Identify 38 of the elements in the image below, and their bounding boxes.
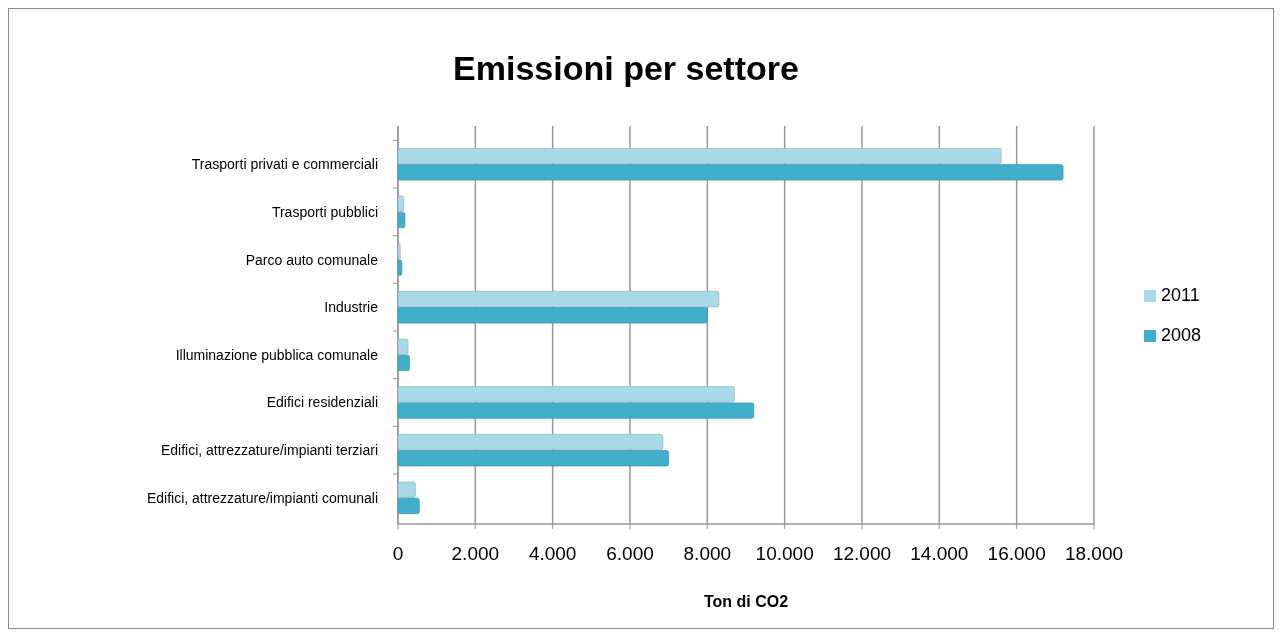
y-tick-label: Edifici, attrezzature/impianti terziari <box>160 442 378 459</box>
y-tick-label: Industrie <box>324 299 379 316</box>
legend-label: 2011 <box>1161 285 1200 305</box>
bar <box>397 195 405 212</box>
bar <box>397 291 720 308</box>
bar <box>397 386 735 403</box>
y-tick-label: Trasporti pubblici <box>271 203 378 220</box>
bar <box>397 259 403 276</box>
x-tick-label: 4.000 <box>528 543 577 564</box>
y-tick-label: Parco auto comunale <box>245 251 379 268</box>
x-tick-label: 8.000 <box>683 543 732 564</box>
y-tick-label: Illuminazione pubblica comunale <box>175 346 379 363</box>
bar <box>397 481 416 498</box>
x-tick-label: 2.000 <box>451 543 500 564</box>
bar <box>397 164 1064 181</box>
x-tick-label: 0 <box>392 543 404 564</box>
x-axis-title: Ton di CO2 <box>703 593 789 610</box>
y-tick-label: Edifici, attrezzature/impianti comunali <box>146 489 378 506</box>
x-tick-label: 12.000 <box>832 543 892 564</box>
bar <box>397 354 410 371</box>
bar <box>397 402 755 419</box>
x-tick-label: 18.000 <box>1064 543 1124 564</box>
y-tick-label: Edifici residenziali <box>266 394 378 411</box>
legend-label: 2008 <box>1161 325 1202 345</box>
bar <box>397 211 406 229</box>
bar <box>397 450 669 467</box>
x-tick-label: 16.000 <box>987 543 1046 564</box>
bar <box>397 307 708 324</box>
y-tick-label: Trasporti privati e commerciali <box>191 156 378 173</box>
bar <box>397 243 401 260</box>
bar <box>397 148 1002 165</box>
chart-title: Emissioni per settore <box>453 49 799 87</box>
x-tick-label: 10.000 <box>755 543 814 564</box>
bar <box>397 433 664 451</box>
bar <box>397 497 420 514</box>
x-tick-label: 6.000 <box>606 543 654 564</box>
x-tick-label: 14.000 <box>910 543 969 564</box>
bar <box>397 338 409 355</box>
